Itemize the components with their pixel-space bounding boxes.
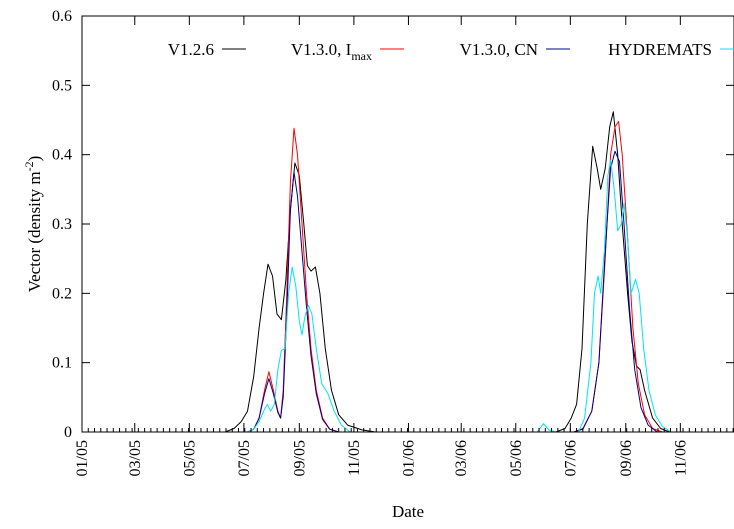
y-tick-label: 0: [64, 424, 72, 441]
x-axis: 01/05 03/05 05/05 07/05 09/05 11/05 01/06 03/06…: [74, 16, 734, 476]
y-axis-label-tail: ): [25, 156, 44, 162]
series-line-1: [82, 111, 734, 433]
x-tick-label: 11/06: [672, 440, 689, 476]
legend: V1.2.6 V1.3.0, Imax V1.3.0, CN HYDREMATS: [168, 40, 734, 63]
x-tick-label: 03/06: [453, 440, 470, 476]
y-tick-label: 0.2: [52, 285, 72, 302]
legend-label-text: V1.2.6: [168, 40, 214, 59]
plot-series: [82, 111, 734, 433]
x-tick-label: 11/05: [346, 440, 363, 476]
legend-label-text: V1.3.0, CN: [460, 40, 538, 59]
y-tick-label: 0.6: [52, 8, 72, 25]
y-tick-label: 0.4: [52, 147, 72, 164]
legend-label-4: HYDREMATS: [608, 40, 712, 59]
x-tick-label: 07/05: [236, 440, 253, 476]
x-tick-label: 03/05: [127, 440, 144, 476]
x-tick-label: 05/06: [508, 440, 525, 476]
y-tick-label: 0.3: [52, 216, 72, 233]
y-tick-label: 0.5: [52, 77, 72, 94]
series-line-3: [82, 150, 734, 433]
x-tick-label: 07/06: [562, 440, 579, 476]
x-tick-label: 01/06: [400, 440, 417, 476]
x-axis-label: Date: [392, 502, 424, 521]
y-tick-label: 0.1: [52, 355, 72, 372]
y-axis-label-main: Vector (density m: [25, 171, 44, 292]
y-axis: 0 0.1 0.2 0.3 0.4 0.5 0.6: [52, 8, 734, 441]
x-tick-label: 09/06: [618, 440, 635, 476]
legend-label-subscript: max: [351, 49, 372, 63]
y-axis-label-superscript: -2: [22, 161, 36, 171]
x-tick-label: 09/05: [291, 440, 308, 476]
legend-label-2: V1.3.0, Imax: [291, 40, 372, 63]
x-tick-label: 01/05: [74, 440, 91, 476]
legend-label-text: HYDREMATS: [608, 40, 712, 59]
series-line-4: [82, 159, 734, 433]
legend-label-1: V1.2.6: [168, 40, 214, 59]
plot-frame: [81, 15, 734, 433]
series-line-2: [82, 120, 734, 433]
y-axis-label: Vector (density m-2): [22, 156, 44, 293]
legend-label-3: V1.3.0, CN: [460, 40, 538, 59]
legend-label-text: V1.3.0, I: [291, 40, 352, 59]
x-tick-label: 05/05: [181, 440, 198, 476]
